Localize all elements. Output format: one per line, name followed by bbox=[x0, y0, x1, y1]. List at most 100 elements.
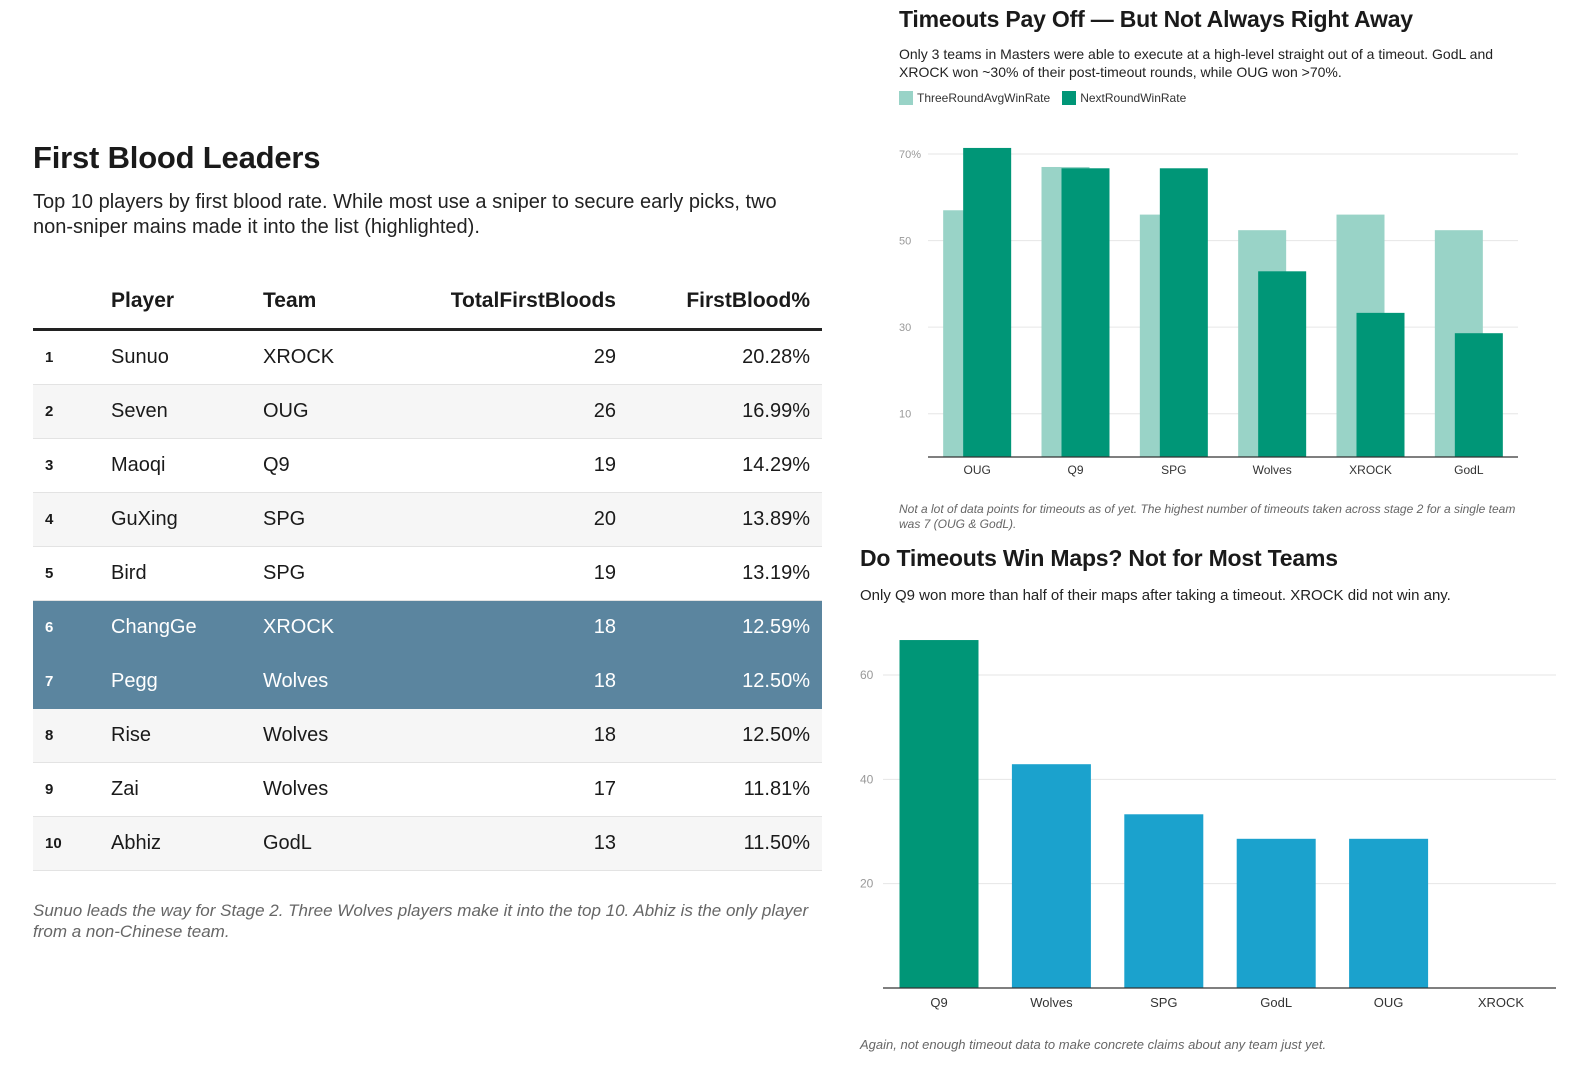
header-team: Team bbox=[251, 274, 425, 331]
cell-rank: 10 bbox=[33, 816, 99, 871]
cell-player: Sunuo bbox=[99, 329, 251, 385]
chart2-bar bbox=[1011, 764, 1091, 988]
cell-rank: 4 bbox=[33, 492, 99, 547]
table-row: 10 Abhiz GodL 13 11.50% bbox=[33, 816, 822, 871]
chart2-footnote: Again, not enough timeout data to make c… bbox=[860, 1037, 1327, 1052]
legend-label-three-round: ThreeRoundAvgWinRate bbox=[917, 91, 1051, 105]
cell-player: Abhiz bbox=[99, 816, 251, 871]
chart1-legend: ThreeRoundAvgWinRate NextRoundWinRate bbox=[899, 91, 1186, 105]
cell-player: Zai bbox=[99, 762, 251, 817]
chart1-xtick-label: SPG bbox=[1161, 463, 1186, 477]
cell-total-first-bloods: 18 bbox=[425, 654, 628, 709]
cell-team: Wolves bbox=[251, 762, 425, 817]
chart1-title: Timeouts Pay Off — But Not Always Right … bbox=[899, 6, 1413, 32]
header-first-blood-pct: FirstBlood% bbox=[628, 274, 822, 331]
cell-first-blood-pct: 11.50% bbox=[628, 816, 822, 871]
chart1-bar-three-round bbox=[1336, 214, 1385, 457]
first-blood-panel: First Blood Leaders Top 10 players by fi… bbox=[33, 138, 822, 959]
cell-total-first-bloods: 19 bbox=[425, 438, 628, 493]
table-description: Top 10 players by first blood rate. Whil… bbox=[33, 191, 777, 238]
legend-swatch-three-round bbox=[899, 91, 913, 105]
cell-team: GodL bbox=[251, 816, 425, 871]
table-row: 1 Sunuo XROCK 29 20.28% bbox=[33, 329, 822, 385]
cell-rank: 2 bbox=[33, 384, 99, 439]
chart2-bar bbox=[1236, 838, 1316, 988]
chart2-ytick-label: 20 bbox=[860, 877, 874, 891]
cell-team: OUG bbox=[251, 384, 425, 439]
chart1-xtick-label: OUG bbox=[963, 463, 990, 477]
table-row: 2 Seven OUG 26 16.99% bbox=[33, 384, 822, 439]
cell-total-first-bloods: 29 bbox=[425, 329, 628, 385]
cell-first-blood-pct: 20.28% bbox=[628, 329, 822, 385]
chart1-footnote: Not a lot of data points for timeouts as… bbox=[899, 502, 1516, 531]
legend-swatch-next-round bbox=[1062, 91, 1077, 105]
cell-first-blood-pct: 13.89% bbox=[628, 492, 822, 547]
cell-total-first-bloods: 18 bbox=[425, 708, 628, 763]
cell-player: Pegg bbox=[99, 654, 251, 709]
cell-total-first-bloods: 26 bbox=[425, 384, 628, 439]
chart2-ytick-label: 40 bbox=[860, 772, 874, 786]
cell-rank: 7 bbox=[33, 654, 99, 709]
cell-team: Q9 bbox=[251, 438, 425, 493]
cell-rank: 5 bbox=[33, 546, 99, 601]
cell-team: Wolves bbox=[251, 654, 425, 709]
chart1-xtick-label: GodL bbox=[1454, 463, 1484, 477]
header-rank bbox=[33, 274, 99, 331]
table-row: 4 GuXing SPG 20 13.89% bbox=[33, 492, 822, 547]
chart1-bar-three-round bbox=[1434, 230, 1483, 457]
chart1-subtitle: Only 3 teams in Masters were able to exe… bbox=[899, 46, 1494, 80]
table-row: 5 Bird SPG 19 13.19% bbox=[33, 546, 822, 601]
cell-first-blood-pct: 14.29% bbox=[628, 438, 822, 493]
chart1-bar-three-round bbox=[1041, 166, 1090, 457]
chart2-xtick-label: Q9 bbox=[930, 995, 947, 1010]
table-row: 7 Pegg Wolves 18 12.50% bbox=[33, 654, 822, 709]
chart1-bar-next-round bbox=[1061, 168, 1110, 457]
table-row: 6 ChangGe XROCK 18 12.59% bbox=[33, 600, 822, 655]
cell-first-blood-pct: 16.99% bbox=[628, 384, 822, 439]
chart1-bar-three-round bbox=[943, 210, 992, 457]
cell-player: GuXing bbox=[99, 492, 251, 547]
chart2-xtick-label: SPG bbox=[1150, 995, 1177, 1010]
cell-total-first-bloods: 20 bbox=[425, 492, 628, 547]
cell-rank: 6 bbox=[33, 600, 99, 655]
chart2-bar bbox=[899, 640, 979, 988]
chart2-bar bbox=[1349, 838, 1429, 988]
cell-first-blood-pct: 12.59% bbox=[628, 600, 822, 655]
chart1-xtick-label: Wolves bbox=[1253, 463, 1292, 477]
chart1-xtick-label: Q9 bbox=[1067, 463, 1083, 477]
chart2-bar bbox=[1124, 814, 1204, 988]
cell-rank: 9 bbox=[33, 762, 99, 817]
cell-total-first-bloods: 18 bbox=[425, 600, 628, 655]
chart2-xtick-label: OUG bbox=[1374, 995, 1404, 1010]
cell-rank: 8 bbox=[33, 708, 99, 763]
table-row: 9 Zai Wolves 17 11.81% bbox=[33, 762, 822, 817]
legend-label-next-round: NextRoundWinRate bbox=[1080, 91, 1187, 105]
table-row: 3 Maoqi Q9 19 14.29% bbox=[33, 438, 822, 493]
cell-first-blood-pct: 12.50% bbox=[628, 654, 822, 709]
cell-team: Wolves bbox=[251, 708, 425, 763]
cell-team: XROCK bbox=[251, 329, 425, 385]
chart1-bar-next-round bbox=[1258, 271, 1307, 457]
chart2-title: Do Timeouts Win Maps? Not for Most Teams bbox=[860, 545, 1338, 571]
chart2-ytick-label: 60 bbox=[860, 668, 874, 682]
cell-total-first-bloods: 13 bbox=[425, 816, 628, 871]
cell-first-blood-pct: 12.50% bbox=[628, 708, 822, 763]
cell-player: Bird bbox=[99, 546, 251, 601]
cell-rank: 3 bbox=[33, 438, 99, 493]
chart1-bar-three-round bbox=[1139, 214, 1188, 457]
cell-total-first-bloods: 19 bbox=[425, 546, 628, 601]
cell-team: SPG bbox=[251, 546, 425, 601]
chart2-xtick-label: Wolves bbox=[1030, 995, 1073, 1010]
chart2-xtick-label: XROCK bbox=[1478, 995, 1525, 1010]
table-header-row: Player Team TotalFirstBloods FirstBlood% bbox=[33, 274, 822, 331]
legend-item-next-round: NextRoundWinRate bbox=[1062, 91, 1186, 105]
header-player: Player bbox=[99, 274, 251, 331]
chart1-ytick-label: 30 bbox=[899, 322, 911, 334]
table-title: First Blood Leaders bbox=[33, 140, 321, 175]
chart1-bar-next-round bbox=[963, 147, 1012, 457]
legend-item-three-round: ThreeRoundAvgWinRate bbox=[899, 91, 1050, 105]
cell-team: XROCK bbox=[251, 600, 425, 655]
chart1-bar-next-round bbox=[1356, 312, 1405, 457]
chart1-bar-next-round bbox=[1159, 168, 1208, 457]
table-footnote: Sunuo leads the way for Stage 2. Three W… bbox=[33, 901, 809, 941]
